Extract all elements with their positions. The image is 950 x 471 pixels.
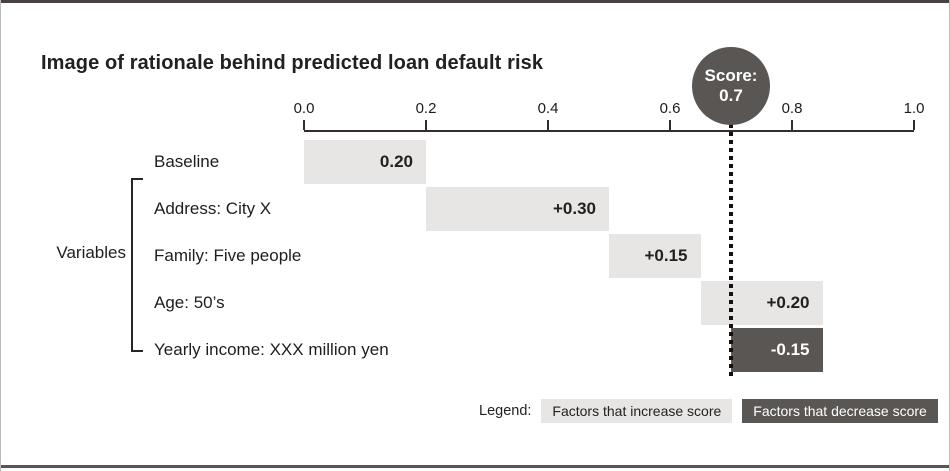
variables-bracket: [131, 178, 143, 352]
row-label: Family: Five people: [154, 246, 302, 265]
top-border-rule: [1, 0, 949, 3]
axis-tick-label: 0.0: [293, 100, 315, 117]
bar-value-label: +0.20: [766, 293, 810, 312]
axis-tick-mark: [425, 120, 427, 130]
waterfall-bar-variable-2: +0.15: [609, 234, 701, 278]
waterfall-bar-variable-3: +0.20: [700, 281, 823, 325]
row-label: Address: City X: [154, 199, 272, 218]
axis-tick-mark: [791, 120, 793, 130]
axis-tick-mark: [303, 120, 305, 130]
chart-title: Image of rationale behind predicted loan…: [41, 52, 544, 74]
axis-tick-label: 0.6: [659, 100, 681, 117]
waterfall-bar-baseline-0: 0.20: [304, 140, 426, 184]
bar-value-label: -0.15: [770, 340, 810, 359]
variables-label: Variables: [56, 243, 126, 262]
legend-decrease-chip: Factors that decrease score: [742, 399, 938, 423]
legend-increase-chip: Factors that increase score: [541, 399, 733, 423]
bottom-border-rule: [1, 465, 949, 468]
row-label: Baseline: [154, 152, 220, 171]
score-badge-value: 0.7: [719, 86, 743, 105]
row-label: Yearly income: XXX million yen: [154, 340, 389, 359]
bar-value-label: +0.15: [644, 246, 688, 265]
axis-tick-label: 1.0: [903, 100, 925, 117]
waterfall-bar-variable-4: -0.15: [731, 328, 823, 372]
legend: Legend: Factors that increase score Fact…: [479, 399, 938, 423]
axis-line: [304, 130, 914, 132]
score-badge-label: Score:: [704, 66, 758, 85]
score-badge: Score: 0.7: [692, 47, 770, 125]
axis-tick-mark: [669, 120, 671, 130]
axis-tick-label: 0.2: [415, 100, 437, 117]
row-label: Age: 50’s: [154, 293, 225, 312]
axis-tick-label: 0.4: [537, 100, 559, 117]
axis-tick-label: 0.8: [781, 100, 803, 117]
score-dotted-line: [729, 124, 733, 376]
waterfall-bar-variable-1: +0.30: [426, 187, 609, 231]
legend-label: Legend:: [479, 403, 532, 419]
axis-tick-mark: [913, 120, 915, 130]
axis-tick-mark: [547, 120, 549, 130]
bar-value-label: 0.20: [379, 152, 413, 171]
bar-value-label: +0.30: [552, 199, 596, 218]
